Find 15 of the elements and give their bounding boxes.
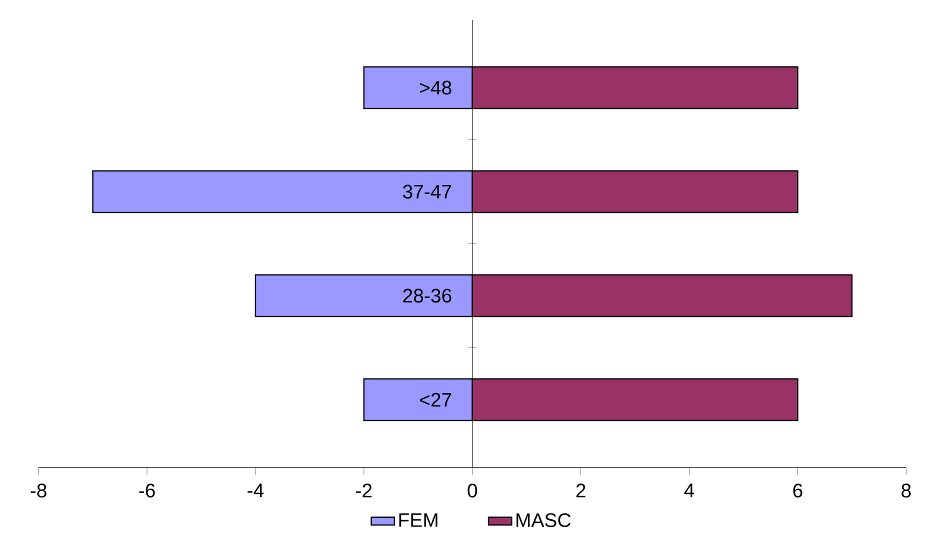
y-tick-label: >48	[420, 80, 452, 95]
y-tick-label: 28-36	[403, 288, 452, 303]
x-tick-label: -8	[30, 484, 46, 498]
x-tick-label: 0	[468, 484, 478, 498]
x-tick-label: -2	[356, 484, 372, 498]
x-tick-label: -6	[139, 484, 155, 498]
x-tick-label: 4	[684, 484, 694, 498]
y-tick-label: 37-47	[402, 184, 452, 199]
x-tick-label: 8	[902, 484, 911, 498]
x-tick-label: 2	[576, 484, 586, 498]
x-tick-label: -4	[248, 484, 264, 498]
y-tick-label: <27	[420, 393, 452, 407]
legend-label: MASC	[516, 513, 571, 528]
x-tick-label: 6	[793, 484, 802, 498]
legend-label: FEM	[399, 513, 438, 527]
